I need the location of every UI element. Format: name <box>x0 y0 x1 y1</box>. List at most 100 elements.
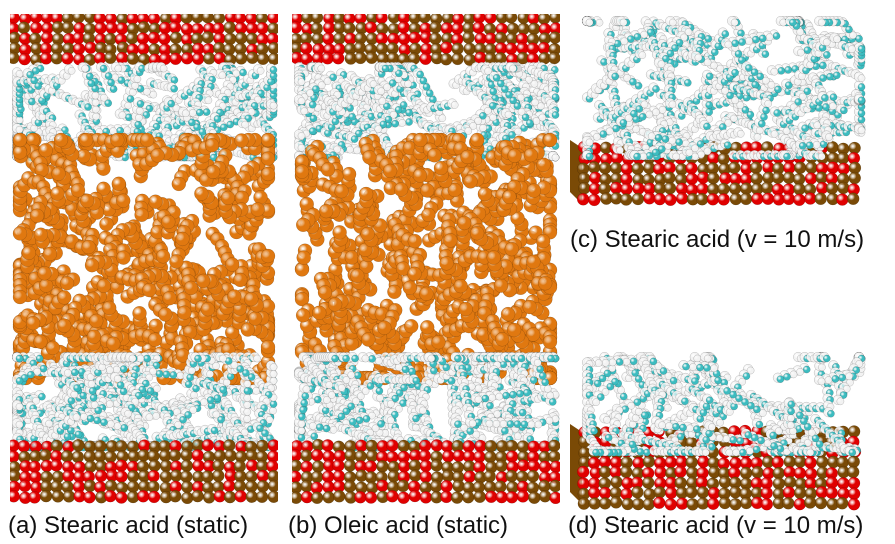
lubricant-bead <box>155 249 171 264</box>
carbon-atom <box>88 387 97 395</box>
oxygen-atom <box>115 459 128 472</box>
hydrogen-atom <box>136 99 145 108</box>
carbon-atom <box>74 430 83 439</box>
iron-atom <box>224 449 237 462</box>
lubricant-bead <box>195 273 211 289</box>
carbon-atom <box>143 87 151 96</box>
carbon-atom <box>26 70 35 79</box>
lubricant-bead <box>12 132 28 148</box>
carbon-atom <box>184 380 193 389</box>
lubricant-bead <box>148 194 163 209</box>
lubricant-bead <box>96 278 112 294</box>
hydrogen-atom <box>106 420 115 428</box>
oxygen-atom <box>256 21 269 35</box>
carbon-atom <box>87 380 96 388</box>
hydrogen-atom <box>79 412 88 421</box>
carbon-atom <box>350 135 359 143</box>
lubricant-bead <box>25 315 41 331</box>
lubricant-bead <box>12 289 28 305</box>
lubricant-bead <box>59 275 75 291</box>
oxygen-atom <box>267 14 278 25</box>
oxygen-atom <box>40 31 54 44</box>
hydrogen-atom <box>87 79 96 88</box>
oxygen-atom <box>17 439 31 453</box>
oxygen-atom <box>321 52 334 65</box>
hydrogen-atom <box>269 66 278 74</box>
iron-atom <box>548 51 560 65</box>
iron-atom <box>234 31 248 45</box>
hydrogen-atom <box>91 105 100 114</box>
carbon-atom <box>269 370 278 378</box>
hydrogen-atom <box>269 101 278 110</box>
hydrogen-atom <box>112 365 121 374</box>
iron-atom <box>17 21 31 34</box>
lubricant-bead <box>227 289 242 304</box>
iron-atom <box>202 491 216 504</box>
lubricant-bead <box>78 132 94 148</box>
lubricant-bead <box>142 282 157 298</box>
hydrogen-atom <box>206 396 215 404</box>
hydrogen-atom <box>72 413 81 422</box>
hydrogen-atom <box>15 125 24 134</box>
lubricant-bead <box>45 340 61 356</box>
iron-atom <box>354 51 367 65</box>
hydrogen-atom <box>63 369 72 377</box>
hydrogen-atom <box>479 124 487 132</box>
iron-atom <box>62 490 76 503</box>
carbon-atom <box>91 91 100 100</box>
hydrogen-atom <box>91 98 100 107</box>
oxygen-atom <box>375 14 388 24</box>
carbon-atom <box>135 106 144 115</box>
hydrogen-atom <box>105 400 114 408</box>
carbon-atom <box>128 88 137 97</box>
iron-atom <box>255 490 269 504</box>
hydrogen-atom <box>153 384 161 393</box>
oxygen-atom <box>115 22 129 35</box>
hydrogen-atom <box>243 387 252 395</box>
iron-atom <box>223 32 237 46</box>
iron-atom <box>181 491 194 504</box>
carbon-atom <box>15 354 24 363</box>
hydrogen-atom <box>219 385 228 394</box>
oxygen-atom <box>28 491 41 504</box>
iron-atom <box>311 32 325 46</box>
caption-a: (a) Stearic acid (static) <box>8 512 249 539</box>
hydrogen-atom <box>89 393 98 402</box>
lubricant-bead <box>161 214 176 230</box>
hydrogen-atom <box>194 354 202 363</box>
carbon-atom <box>200 398 208 407</box>
lubricant-bead <box>81 239 96 255</box>
iron-atom <box>180 480 194 494</box>
oxygen-atom <box>83 490 96 504</box>
carbon-atom <box>15 69 24 78</box>
oxygen-atom <box>180 52 194 65</box>
oxygen-atom <box>472 21 485 34</box>
lubricant-bead <box>106 336 121 351</box>
iron-atom <box>51 490 65 503</box>
oxygen-atom <box>234 490 247 503</box>
lubricant-bead <box>234 133 249 148</box>
iron-atom <box>256 480 270 493</box>
iron-atom <box>104 51 117 65</box>
oxygen-atom <box>169 52 182 66</box>
carbon-atom <box>300 107 309 116</box>
carbon-atom <box>15 402 24 411</box>
carbon-atom <box>186 373 195 382</box>
lubricant-bead <box>86 329 102 344</box>
oxygen-atom <box>94 21 107 35</box>
molecular-snapshot-a <box>10 14 278 504</box>
iron-atom <box>61 21 75 34</box>
iron-atom <box>310 14 324 24</box>
carbon-atom <box>126 95 135 103</box>
hydrogen-atom <box>93 416 102 425</box>
hydrogen-atom <box>243 394 252 402</box>
hydrogen-atom <box>149 90 158 99</box>
hydrogen-atom <box>135 113 143 122</box>
lubricant-bead <box>205 164 221 180</box>
hydrogen-atom <box>67 396 76 405</box>
lubricant-bead <box>244 291 259 307</box>
lubricant-bead <box>84 257 100 273</box>
carbon-atom <box>188 118 196 127</box>
oxygen-atom <box>10 490 20 503</box>
hydrogen-atom <box>109 85 118 93</box>
